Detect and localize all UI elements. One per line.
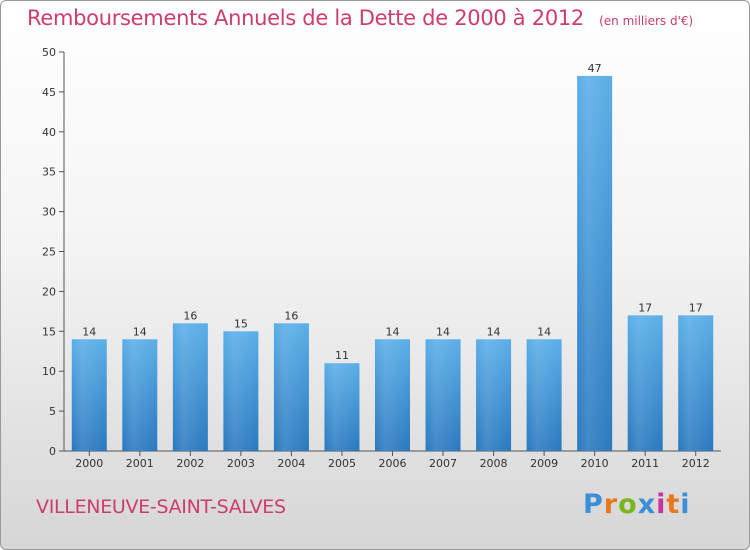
x-tick-label: 2010 [581,457,609,470]
y-tick-label: 40 [42,126,56,139]
bar-value-label: 14 [487,325,501,338]
logo-letter: i [680,489,691,520]
bar-value-label: 11 [335,349,349,362]
bar-highlight [223,331,259,451]
bar-value-label: 17 [689,301,703,314]
bar-highlight [273,323,309,451]
logo-letter: i [656,489,667,520]
x-tick-label: 2009 [530,457,558,470]
bar-value-label: 16 [183,309,197,322]
bar-value-label: 15 [234,317,248,330]
y-tick-label: 15 [42,325,56,338]
x-tick-label: 2011 [631,457,659,470]
bar-highlight [425,339,461,451]
logo-letter: r [603,489,619,520]
x-tick-label: 2006 [379,457,407,470]
bar-highlight [627,315,663,451]
y-tick-label: 30 [42,206,56,219]
bar-value-label: 47 [588,62,602,75]
logo-letter: P [583,489,604,520]
bar-value-label: 16 [284,309,298,322]
x-tick-label: 2001 [126,457,154,470]
x-tick-label: 2002 [176,457,204,470]
title-row: Remboursements Annuels de la Dette de 20… [27,6,693,30]
x-tick-label: 2012 [682,457,710,470]
x-axis: 2000 2001 2002 2003 2004 2005 2006 2007 2008 2009… [64,450,721,470]
bar-value-label: 14 [82,325,96,338]
x-tick-label: 2005 [328,457,356,470]
bar-highlight [577,75,613,451]
x-tick-label: 2003 [227,457,255,470]
x-tick-label: 2004 [277,457,305,470]
bars: 14 14 16 15 16 11 14 14 14 14 47 17 17 [71,62,714,451]
y-tick-label: 20 [42,285,56,298]
bar-value-label: 14 [436,325,450,338]
x-tick-label: 2008 [480,457,508,470]
logo-letter: t [666,489,681,520]
chart-unit: (en milliers d'€) [599,14,694,28]
bar-highlight [324,363,360,451]
logo-letter: o [618,489,638,520]
y-tick-label: 10 [42,365,56,378]
y-tick-label: 25 [42,246,56,259]
y-tick-label: 35 [42,166,56,179]
y-tick-label: 45 [42,86,56,99]
bar-value-label: 14 [537,325,551,338]
bar-value-label: 14 [386,325,400,338]
x-tick-label: 2007 [429,457,457,470]
y-tick-label: 0 [49,445,56,458]
bar-highlight [122,339,158,451]
bar-highlight [172,323,208,451]
y-tick-label: 50 [42,46,56,59]
bar-highlight [526,339,562,451]
bar-value-label: 17 [638,301,652,314]
x-tick-label: 2000 [75,457,103,470]
proxiti-logo[interactable]: Proxiti [583,489,691,520]
y-axis: 0 5 10 15 20 25 30 35 40 45 50 [42,46,65,458]
bar-highlight [375,339,410,451]
bar-highlight [476,339,512,451]
y-tick-label: 5 [49,405,56,418]
bar-value-label: 14 [133,325,147,338]
chart-title: Remboursements Annuels de la Dette de 20… [27,6,584,30]
logo-letter: x [637,489,657,520]
bar-highlight [678,315,714,451]
bar-highlight [71,339,107,451]
commune-name: VILLENEUVE-SAINT-SALVES [36,496,286,518]
